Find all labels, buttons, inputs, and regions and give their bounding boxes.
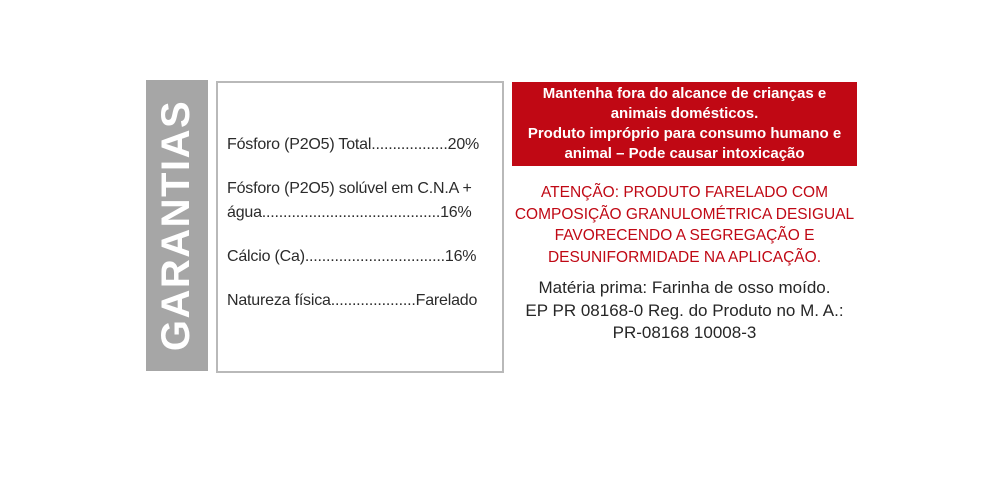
spec-row-phosphorus-total: Fósforo (P2O5) Total..................20… [227, 133, 493, 157]
spec-line: Cálcio (Ca).............................… [227, 248, 477, 265]
attention-notice-line: FAVORECENDO A SEGREGAÇÃO E [554, 227, 815, 244]
spec-line: água....................................… [227, 204, 472, 221]
guarantees-title: GARANTIAS [154, 99, 199, 352]
spec-line: Fósforo (P2O5) solúvel em C.N.A + [227, 180, 472, 197]
spec-line: Fósforo (P2O5) Total..................20… [227, 136, 480, 153]
warning-banner-line: Mantenha fora do alcance de crianças e [542, 85, 827, 102]
spec-row-calcium: Cálcio (Ca).............................… [227, 245, 493, 269]
warning-banner: Mantenha fora do alcance de crianças e a… [512, 82, 857, 166]
product-info-line: Matéria prima: Farinha de osso moído. [538, 278, 831, 297]
attention-notice: ATENÇÃO: PRODUTO FARELADO COM COMPOSIÇÃO… [512, 182, 857, 268]
spec-line: Natureza física....................Farel… [227, 292, 478, 309]
warning-banner-line: animal – Pode causar intoxicação [564, 145, 805, 162]
spec-row-phosphorus-soluble: Fósforo (P2O5) solúvel em C.N.A + água..… [227, 177, 493, 225]
warning-banner-line: Produto impróprio para consumo humano e [527, 125, 842, 142]
attention-notice-line: DESUNIFORMIDADE NA APLICAÇÃO. [547, 248, 822, 266]
warning-banner-line: animais domésticos. [610, 105, 759, 122]
product-info-line: EP PR 08168-0 Reg. do Produto no M. A.: [525, 300, 844, 320]
guarantees-spec-box: Fósforo (P2O5) Total..................20… [216, 81, 504, 373]
product-info: Matéria prima: Farinha de osso moído. EP… [502, 277, 867, 345]
spec-row-physical-nature: Natureza física....................Farel… [227, 289, 493, 313]
guarantees-sidebar: GARANTIAS [146, 80, 208, 371]
product-info-line: PR-08168 10008-3 [612, 323, 757, 342]
attention-notice-line: ATENÇÃO: PRODUTO FARELADO COM [540, 184, 829, 201]
attention-notice-line: COMPOSIÇÃO GRANULOMÉTRICA DESIGUAL [514, 205, 855, 223]
